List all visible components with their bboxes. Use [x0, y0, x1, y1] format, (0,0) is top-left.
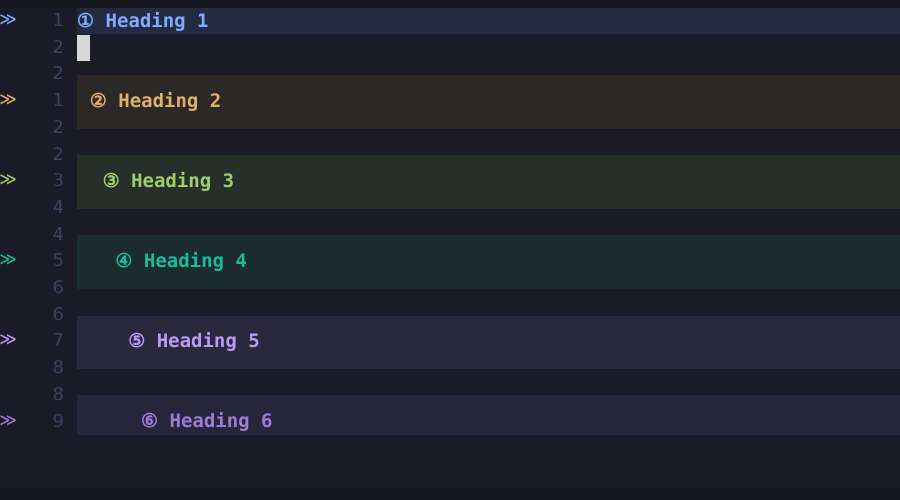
heading-level-2-icon: ②: [89, 89, 107, 112]
heading-4-background: [77, 235, 900, 289]
heading-level-1-icon: ①: [77, 9, 95, 32]
line-number: 7: [52, 330, 64, 352]
line-number: 1: [52, 10, 64, 31]
line-number: 2: [52, 116, 64, 138]
heading-sign-icon: ᐳᐳ: [0, 173, 16, 189]
heading-level-6-icon: ⑥: [141, 410, 159, 432]
heading-sign-icon: ᐳᐳ: [0, 93, 16, 109]
line-number: 6: [52, 303, 64, 325]
line-number: 4: [52, 196, 64, 218]
line-number: 4: [52, 223, 64, 245]
heading-5-background: [77, 315, 900, 369]
heading-text: Heading 1: [105, 9, 209, 32]
heading-1-background: [77, 8, 900, 34]
line-number: 5: [52, 250, 64, 272]
heading-text: Heading 2: [118, 89, 222, 112]
heading-6-background: [77, 395, 900, 436]
heading-level-5-icon: ⑤: [128, 329, 146, 352]
heading-3-background: [77, 155, 900, 209]
line-number: 2: [52, 143, 64, 165]
heading-level-4-icon: ④: [115, 249, 133, 272]
text-cursor: [77, 35, 90, 61]
heading-sign-icon: ᐳᐳ: [0, 253, 16, 269]
heading-3[interactable]: ③ Heading 3: [103, 168, 234, 194]
top-bar: [0, 0, 900, 8]
heading-sign-icon: ᐳᐳ: [0, 333, 16, 349]
heading-text: Heading 4: [143, 249, 247, 272]
heading-text: Heading 3: [131, 169, 235, 192]
heading-level-3-icon: ③: [102, 169, 120, 192]
heading-6[interactable]: ⑥ Heading 6: [141, 408, 272, 434]
line-number: 2: [52, 36, 64, 58]
line-number: 1: [52, 90, 64, 112]
heading-text: Heading 6: [169, 410, 273, 432]
line-number: 8: [52, 383, 64, 405]
line-number: 9: [52, 410, 64, 432]
heading-text: Heading 5: [156, 329, 260, 352]
status-bar: [0, 488, 900, 500]
heading-sign-icon: ᐳᐳ: [0, 413, 16, 429]
line-number: 6: [52, 277, 64, 298]
line-number: 3: [52, 170, 64, 192]
heading-2[interactable]: ② Heading 2: [90, 88, 221, 114]
heading-5[interactable]: ⑤ Heading 5: [128, 328, 259, 354]
heading-2-background: [77, 75, 900, 129]
line-number: 2: [52, 63, 64, 85]
line-number: 8: [52, 357, 64, 379]
heading-sign-icon: ᐳᐳ: [0, 13, 16, 28]
heading-4[interactable]: ④ Heading 4: [115, 248, 246, 274]
heading-1[interactable]: ① Heading 1: [77, 8, 208, 34]
